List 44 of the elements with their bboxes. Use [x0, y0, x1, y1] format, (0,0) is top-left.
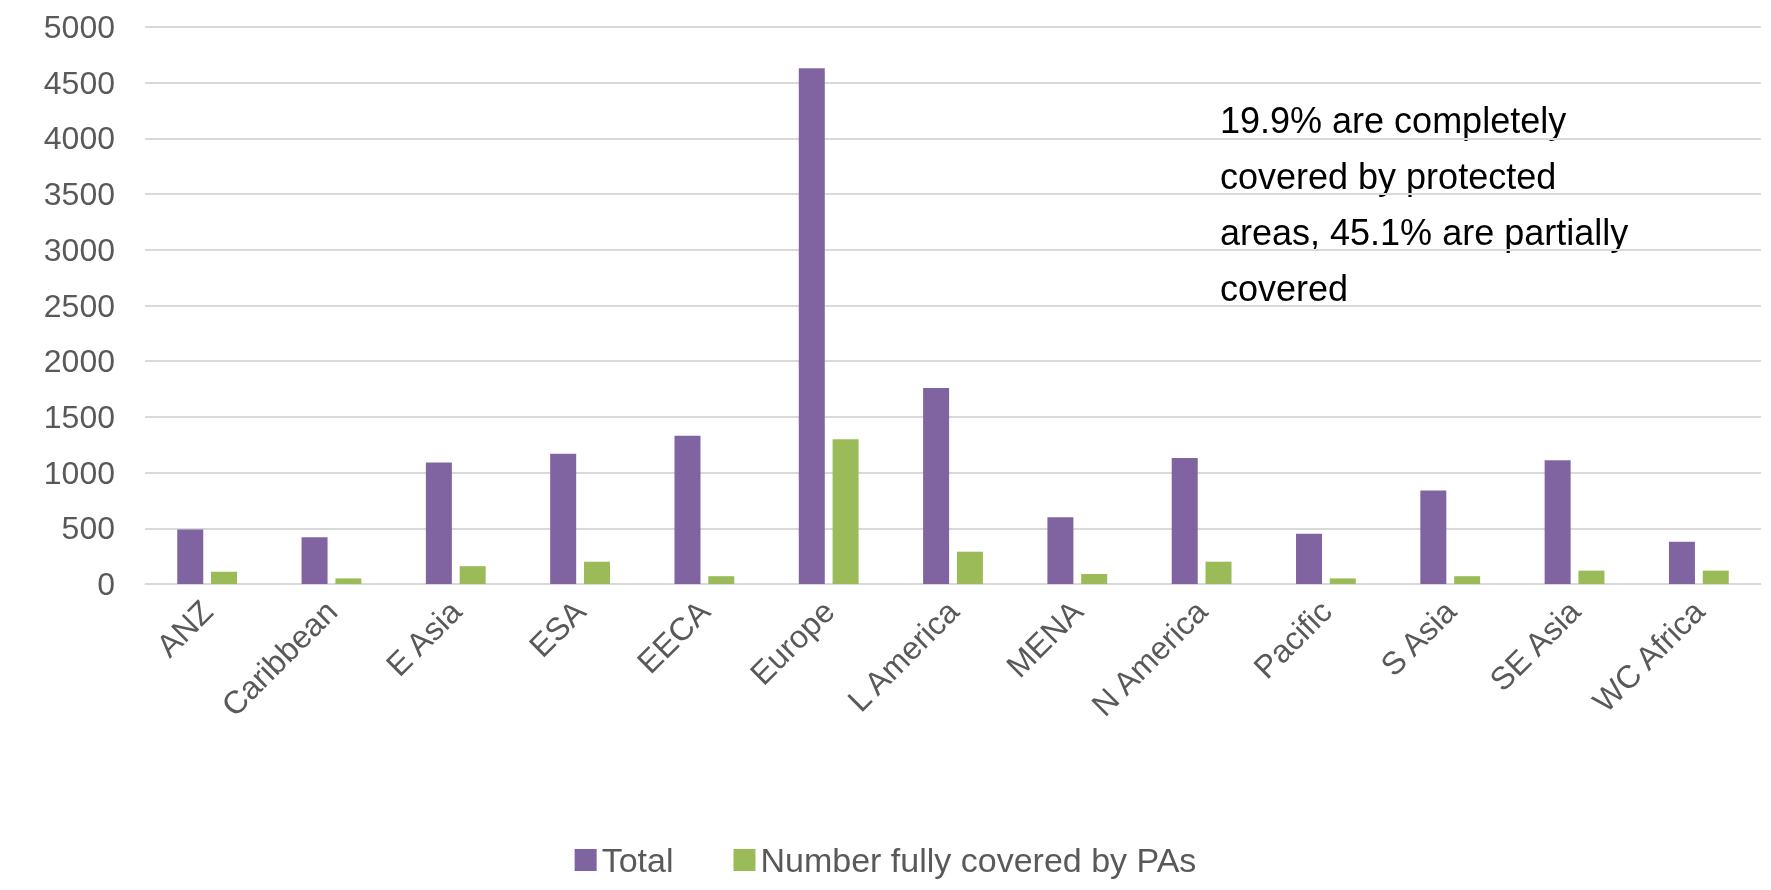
bar	[923, 387, 950, 584]
bar	[798, 68, 825, 584]
bar	[1205, 561, 1232, 584]
bar	[1171, 458, 1198, 584]
x-tick-label: S Asia	[1373, 593, 1464, 683]
bar	[674, 435, 701, 584]
bar	[956, 551, 983, 584]
y-tick-label: 1000	[43, 454, 115, 491]
y-tick-label: 4000	[43, 120, 115, 157]
bar	[1081, 573, 1108, 584]
y-tick-label: 5000	[43, 9, 115, 45]
bar	[301, 537, 328, 584]
bar	[1454, 576, 1481, 584]
y-tick-label: 0	[97, 566, 115, 602]
bar	[335, 578, 362, 584]
bar	[1578, 570, 1605, 584]
bar	[211, 571, 238, 584]
bar	[1544, 460, 1571, 584]
y-tick-label: 1500	[43, 398, 115, 435]
y-tick-label: 4500	[43, 64, 115, 101]
y-tick-label: 2000	[43, 343, 115, 380]
bar	[550, 453, 577, 584]
bar	[177, 529, 204, 584]
legend-label: Total	[601, 841, 674, 879]
bar	[583, 561, 610, 584]
bar	[425, 462, 452, 584]
legend-label: Number fully covered by PAs	[760, 841, 1197, 879]
bar	[708, 576, 735, 584]
bar	[1296, 533, 1323, 584]
y-tick-label: 2500	[43, 287, 115, 324]
bar	[832, 439, 859, 584]
x-tick-label: ESA	[522, 592, 594, 664]
bar	[459, 566, 486, 584]
annotation: 19.9% are completely covered by protected areas, 45.1% are partially covered	[1220, 99, 1639, 309]
bar	[1329, 578, 1356, 584]
y-tick-label: 500	[61, 510, 115, 547]
x-tick-label: SE Asia	[1482, 593, 1588, 698]
bar	[1668, 541, 1695, 584]
y-tick-label: 3000	[43, 231, 115, 268]
y-tick-label: 3500	[43, 176, 115, 213]
bar	[1047, 517, 1074, 584]
bar	[1702, 570, 1729, 584]
x-tick-label: E Asia	[378, 593, 469, 683]
bar	[1420, 490, 1447, 584]
